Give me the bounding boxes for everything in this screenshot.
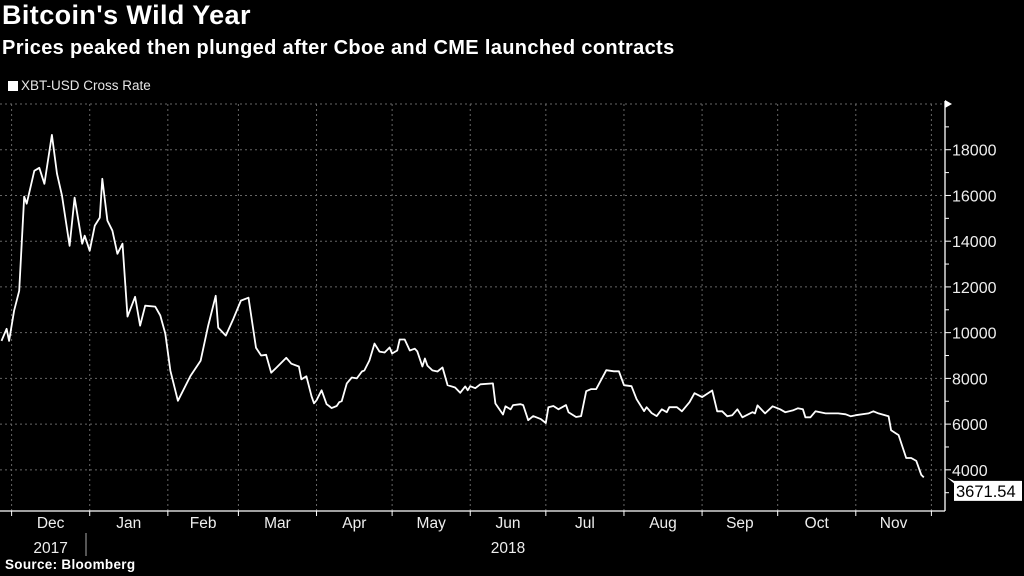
x-tick-label: Dec	[37, 515, 65, 532]
x-year-label: 2017	[33, 540, 67, 557]
x-tick-label: Jan	[116, 515, 141, 532]
legend: XBT-USD Cross Rate	[8, 78, 151, 93]
series-line-0	[0, 133, 925, 479]
y-axis-arrow	[945, 100, 952, 108]
y-tick-label: 12000	[952, 280, 997, 297]
last-value-box	[947, 477, 1022, 501]
last-value-label: 3671.54	[956, 483, 1016, 501]
x-tick-label: Jun	[496, 515, 521, 532]
x-tick-label: Jul	[575, 515, 595, 532]
x-tick-label: Feb	[190, 515, 217, 532]
chart-subtitle: Prices peaked then plunged after Cboe an…	[2, 37, 675, 59]
source-note: Source: Bloomberg	[5, 557, 136, 572]
y-tick-label: 10000	[952, 326, 997, 343]
x-tick-label: Oct	[805, 515, 830, 532]
x-tick-label: Nov	[880, 515, 908, 532]
y-tick-label: 16000	[952, 188, 997, 205]
x-tick-label: Sep	[726, 515, 754, 532]
x-tick-label: Apr	[342, 515, 366, 532]
legend-label: XBT-USD Cross Rate	[21, 78, 151, 93]
x-tick-label: Aug	[649, 515, 677, 532]
y-tick-label: 6000	[952, 417, 988, 434]
x-year-label: 2018	[491, 540, 525, 557]
legend-swatch	[8, 80, 18, 91]
y-tick-label: 18000	[952, 143, 997, 160]
y-tick-label: 8000	[952, 371, 988, 388]
last-value-callout: 3671.54	[947, 477, 1022, 501]
axis-labels: 4000 6000 8000 10000 12000 14000 16000 18000 Dec…	[33, 143, 996, 557]
x-tick-label: May	[417, 515, 447, 532]
grid	[0, 103, 945, 511]
chart-title: Bitcoin's Wild Year	[2, 0, 251, 30]
y-tick-label: 14000	[952, 234, 997, 251]
axes	[0, 100, 952, 516]
y-tick-label: 4000	[952, 463, 988, 480]
series	[0, 133, 925, 479]
x-tick-label: Mar	[264, 515, 291, 532]
